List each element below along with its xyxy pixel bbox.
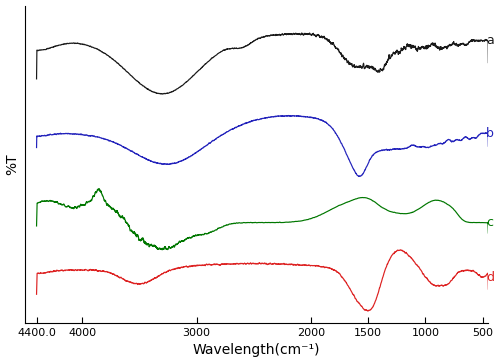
Text: a: a bbox=[486, 34, 494, 47]
Text: c: c bbox=[486, 216, 493, 229]
Text: d: d bbox=[486, 270, 494, 284]
X-axis label: Wavelength(cm⁻¹): Wavelength(cm⁻¹) bbox=[193, 343, 320, 358]
Text: b: b bbox=[486, 127, 494, 140]
Y-axis label: %T: %T bbox=[6, 154, 20, 175]
